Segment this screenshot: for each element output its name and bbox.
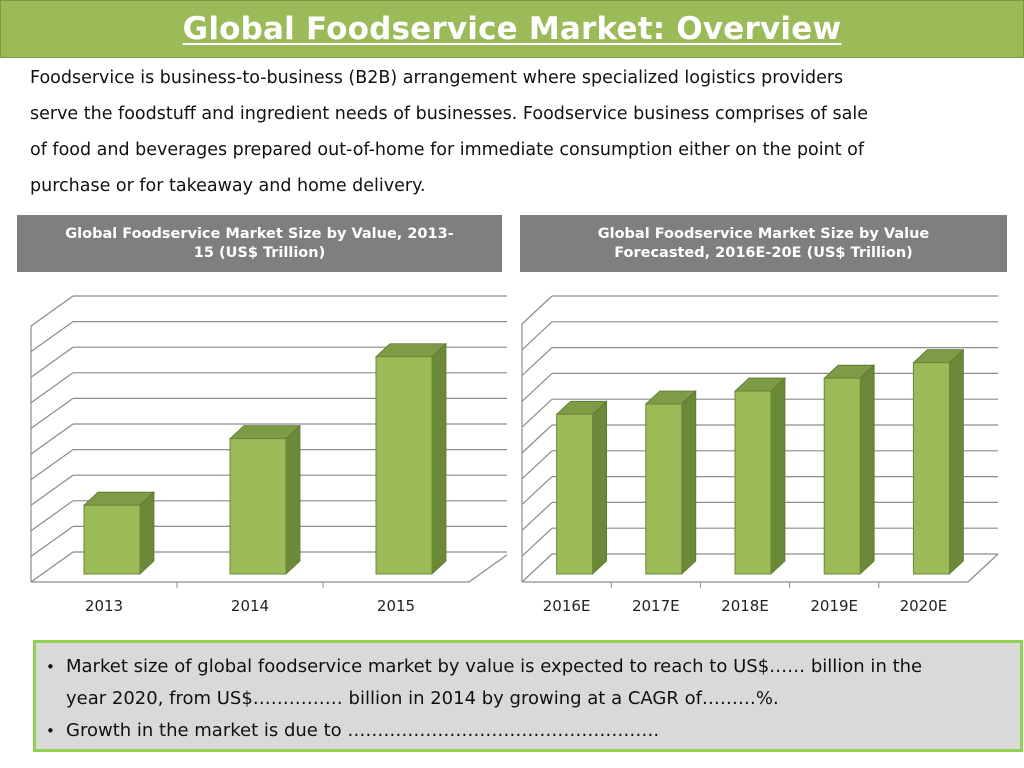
- bullet: •: [46, 722, 55, 740]
- gridline-side: [521, 398, 553, 428]
- intro-line: purchase or for takeaway and home delive…: [30, 176, 426, 196]
- x-tick-label: 2020E: [900, 597, 948, 615]
- gridline-side: [521, 321, 553, 351]
- bar: [555, 400, 608, 575]
- chart-header-line: Global Foodservice Market Size by Value,…: [65, 225, 454, 242]
- note-line: Market size of global foodservice market…: [66, 656, 923, 677]
- x-tick-label: 2015: [377, 597, 415, 615]
- bar-front: [83, 504, 141, 575]
- chart-header-line: Forecasted, 2016E-20E (US$ Trillion): [614, 244, 913, 261]
- bar: [82, 491, 156, 575]
- gridline-side: [30, 397, 74, 429]
- note-line: year 2020, from US$…………… billion in 2014…: [66, 688, 779, 709]
- bullet: •: [46, 658, 55, 676]
- gridline-side: [521, 372, 553, 402]
- gridline-side: [30, 551, 74, 583]
- floor-edge: [468, 554, 507, 583]
- bar: [823, 364, 876, 575]
- gridline-side: [521, 424, 553, 454]
- x-tick-label: 2014: [231, 597, 269, 615]
- gridline-side: [521, 553, 553, 583]
- gridline-side: [521, 347, 553, 377]
- x-tick-label: 2017E: [632, 597, 680, 615]
- gridline-side: [30, 321, 74, 353]
- gridline-side: [521, 450, 553, 480]
- gridline-side: [521, 476, 553, 506]
- bar-side: [431, 342, 447, 575]
- bar: [228, 424, 302, 575]
- x-tick-label: 2018E: [721, 597, 769, 615]
- bar-side: [859, 364, 875, 575]
- gridline-side: [30, 372, 74, 404]
- notes-box: • Market size of global foodservice mark…: [33, 640, 1023, 752]
- x-tick-label: 2016E: [543, 597, 591, 615]
- bar-front: [645, 403, 683, 575]
- x-tick-label: 2013: [85, 597, 123, 615]
- bar-front: [556, 413, 594, 575]
- bar-side: [948, 348, 964, 575]
- note-text: Market size of global foodservice market…: [66, 651, 1010, 715]
- gridline-side: [30, 295, 74, 327]
- bar: [733, 377, 787, 575]
- chart-historical: 2013 2014 2015: [30, 295, 507, 615]
- note-item: • Growth in the market is due to ……………………: [46, 715, 1010, 747]
- bar-side: [681, 390, 697, 575]
- gridline-side: [521, 295, 553, 325]
- intro-line: serve the foodstuff and ingredient needs…: [30, 104, 868, 124]
- chart-header-line: 15 (US$ Trillion): [193, 244, 326, 261]
- gridline-side: [30, 525, 74, 557]
- bar-side: [139, 491, 155, 575]
- intro-line: Foodservice is business-to-business (B2B…: [30, 68, 844, 88]
- bar-front: [823, 377, 861, 575]
- bar-front: [229, 438, 287, 575]
- gridline-side: [30, 346, 74, 378]
- bar: [644, 390, 697, 575]
- gridline-side: [30, 449, 74, 481]
- chart-forecast: 2016E 2017E 2018E 2019E 2020E: [521, 295, 999, 615]
- bar-front: [912, 362, 950, 575]
- gridline-side: [30, 500, 74, 532]
- intro-line: of food and beverages prepared out-of-ho…: [30, 140, 865, 160]
- gridline-side: [30, 474, 74, 506]
- bar-side: [770, 377, 786, 575]
- gridline-side: [521, 501, 553, 531]
- chart-header-historical: Global Foodservice Market Size by Value,…: [17, 215, 502, 272]
- floor-edge: [967, 553, 999, 583]
- bar-front: [375, 356, 433, 575]
- page-title: Global Foodservice Market: Overview: [182, 11, 842, 47]
- bar-side: [592, 400, 607, 575]
- gridline-side: [521, 527, 553, 557]
- note-item: • Market size of global foodservice mark…: [46, 651, 1010, 715]
- x-tick-label: 2019E: [810, 597, 858, 615]
- chart-header-line: Global Foodservice Market Size by Value: [597, 225, 930, 242]
- bar-side: [285, 424, 301, 575]
- note-text: Growth in the market is due to …………………………: [66, 720, 660, 741]
- bar: [374, 342, 448, 575]
- bar-front: [734, 390, 772, 575]
- gridline-side: [30, 423, 74, 455]
- bar: [912, 348, 965, 575]
- title-bar: Global Foodservice Market: Overview: [0, 0, 1024, 58]
- chart-header-forecast: Global Foodservice Market Size by Value …: [520, 215, 1007, 272]
- intro-paragraph: Foodservice is business-to-business (B2B…: [30, 60, 1005, 204]
